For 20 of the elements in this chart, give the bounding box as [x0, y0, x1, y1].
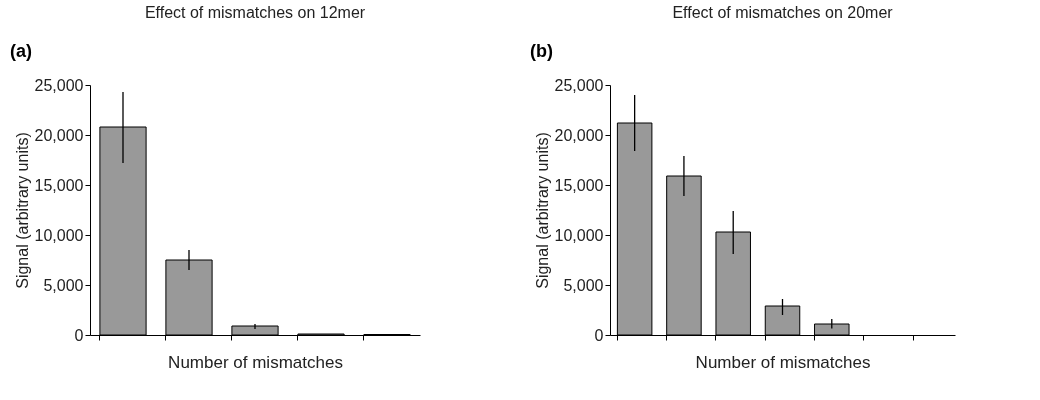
y-tick-label: 25,000	[554, 76, 604, 94]
y-tick-label: 10,000	[554, 226, 604, 244]
y-tick-label: 10,000	[34, 226, 84, 244]
y-tick-label: 20,000	[554, 126, 604, 144]
x-axis-title: Number of mismatches	[168, 353, 343, 372]
y-axis-title: Signal (arbitrary units)	[13, 132, 31, 289]
chart-title: Effect of mismatches on 20mer	[672, 4, 894, 21]
y-tick-label: 15,000	[554, 176, 604, 194]
y-tick-label: 0	[594, 326, 604, 344]
y-tick-label: 25,000	[34, 76, 84, 94]
x-axis-title: Number of mismatches	[695, 353, 871, 372]
y-tick-label: 20,000	[34, 126, 84, 144]
y-tick-label: 5,000	[563, 276, 604, 294]
y-tick-label: 15,000	[34, 176, 84, 194]
text: (a)	[10, 41, 32, 61]
chart-title: Effect of mismatches on 12mer	[144, 4, 366, 21]
y-tick-label: 5,000	[43, 276, 84, 294]
y-axis-title: Signal (arbitrary units)	[533, 132, 551, 289]
y-tick-label: 0	[74, 326, 84, 344]
text: (b)	[530, 41, 553, 61]
